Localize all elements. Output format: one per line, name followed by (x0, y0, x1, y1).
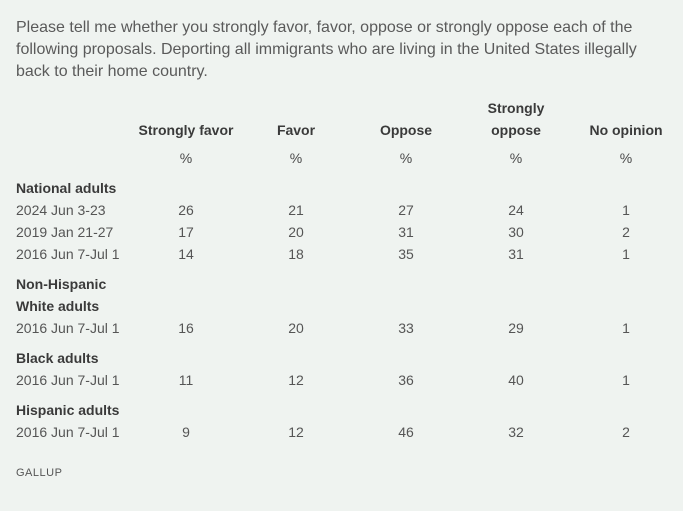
table-cell: 29 (508, 320, 524, 336)
row-date: 2019 Jan 21-27 (16, 224, 114, 240)
table-cell: 18 (288, 246, 304, 262)
column-header-strongly-oppose-line1: Strongly (487, 100, 545, 116)
table-cell: 9 (182, 424, 190, 440)
table-cell: 1 (622, 246, 630, 262)
row-date: 2016 Jun 7-Jul 1 (16, 246, 120, 262)
row-date: 2016 Jun 7-Jul 1 (16, 424, 120, 440)
group-label-national-adults: National adults (16, 180, 117, 196)
column-header-strongly-favor: Strongly favor (138, 122, 234, 138)
column-header-no-opinion: No opinion (589, 122, 663, 138)
row-date: 2016 Jun 7-Jul 1 (16, 320, 120, 336)
table-cell: 1 (622, 372, 630, 388)
table-cell: 30 (508, 224, 524, 240)
table-cell: 11 (178, 372, 194, 388)
table-cell: 31 (508, 246, 524, 262)
table-cell: 46 (398, 424, 414, 440)
question-text: Please tell me whether you strongly favo… (16, 19, 637, 80)
unit-label: % (399, 150, 413, 166)
source-label: GALLUP (16, 467, 63, 479)
table-cell: 14 (178, 246, 194, 262)
table-cell: 32 (508, 424, 524, 440)
table-cell: 27 (398, 202, 414, 218)
group-label-black-adults: Black adults (16, 350, 99, 366)
column-header-favor: Favor (276, 122, 316, 138)
table-cell: 2 (622, 424, 630, 440)
column-header-oppose: Oppose (379, 122, 433, 138)
column-header-strongly-oppose-line2: oppose (491, 122, 541, 138)
group-label-non-hispanic-white-line2: White adults (16, 298, 100, 314)
table-cell: 24 (508, 202, 524, 218)
table-cell: 17 (178, 224, 194, 240)
row-date: 2024 Jun 3-23 (16, 202, 106, 218)
table-cell: 40 (508, 372, 524, 388)
table-cell: 1 (622, 320, 630, 336)
row-date: 2016 Jun 7-Jul 1 (16, 372, 120, 388)
unit-label: % (509, 150, 523, 166)
table-cell: 36 (398, 372, 414, 388)
table-cell: 16 (178, 320, 194, 336)
unit-label: % (289, 150, 303, 166)
table-cell: 31 (398, 224, 414, 240)
group-label-hispanic-adults: Hispanic adults (16, 402, 120, 418)
table-cell: 21 (288, 202, 304, 218)
table-cell: 35 (398, 246, 414, 262)
table-cell: 20 (288, 224, 304, 240)
table-cell: 33 (398, 320, 414, 336)
table-cell: 1 (622, 202, 630, 218)
table-cell: 12 (288, 424, 304, 440)
table-cell: 20 (288, 320, 304, 336)
unit-label: % (619, 150, 633, 166)
unit-label: % (179, 150, 193, 166)
group-label-non-hispanic-white-line1: Non-Hispanic (16, 276, 107, 292)
table-cell: 26 (178, 202, 194, 218)
table-cell: 12 (288, 372, 304, 388)
table-cell: 2 (622, 224, 630, 240)
